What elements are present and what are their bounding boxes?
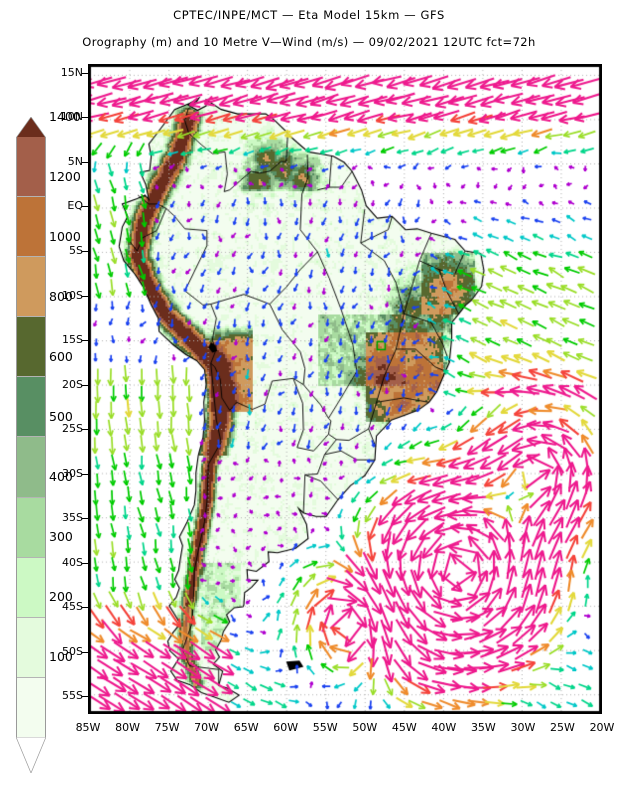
longitude-label: 75W [154,721,180,734]
latitude-label: 10S [62,288,83,302]
latitude-label: 35S [62,511,83,525]
orography-colorbar-label: 800 [49,289,73,304]
orography-colorbar-segment [17,137,45,197]
longitude-label: 35W [470,721,496,734]
longitude-label: 65W [233,721,259,734]
longitude-label: 60W [273,721,299,734]
latitude-label: 20S [62,377,83,391]
orography-colorbar-segment [17,616,45,677]
latitude-tick [82,651,88,653]
latitude-tick [82,161,88,163]
latitude-label: 55S [62,689,83,703]
latitude-label: EQ [67,199,83,213]
orography-colorbar-label: 600 [49,349,73,364]
orography-colorbar-segment [17,376,45,437]
orography-colorbar-label: 100 [49,649,73,664]
latitude-label: 10N [60,110,83,124]
page-subtitle: Orography (m) and 10 Metre V—Wind (m/s) … [82,35,536,49]
longitude-label: 80W [115,721,140,734]
orography-colorbar-segment [17,556,45,617]
orography-colorbar-segment [17,316,45,377]
orography-colorbar-segment [17,196,45,257]
wind-speed-colorbar: 12345678910 [0,752,618,800]
latitude-tick [82,72,88,74]
orography-colorbar-label: 200 [49,589,73,604]
orography-colorbar-segment [17,496,45,557]
latitude-tick [82,562,88,564]
latitude-tick [82,384,88,386]
orography-colorbar-segments [16,137,46,737]
latitude-label: 40S [62,555,83,569]
latitude-tick [82,117,88,119]
latitude-label: 5S [69,243,83,257]
orography-colorbar-segment [17,436,45,497]
orography-colorbar-top-triangle [16,117,46,138]
latitude-tick [82,696,88,698]
orography-colorbar: 1400 1200 1000 800 600 500 400 300 200 100 [8,60,81,773]
orography-colorbar-label: 1200 [49,169,81,184]
longitude-label: 20W [589,721,615,734]
longitude-label: 85W [75,721,101,734]
latitude-label: 50S [62,644,83,658]
orography-colorbar-label: 300 [49,529,73,544]
orography-colorbar-bottom-triangle [16,737,46,773]
latitude-label: 5N [67,154,83,168]
latitude-label: 45S [62,600,83,614]
latitude-label: 25S [62,422,83,436]
latitude-tick [82,518,88,520]
latitude-label: 15N [60,65,83,79]
map-render-surface[interactable] [90,66,600,712]
longitude-label: 45W [391,721,417,734]
orography-colorbar-label: 400 [49,469,73,484]
orography-colorbar-label: 1400 [49,109,81,124]
orography-colorbar-segment [17,256,45,317]
latitude-tick [82,206,88,208]
latitude-label: 15S [62,333,83,347]
longitude-label: 50W [352,721,378,734]
longitude-label: 25W [550,721,575,734]
latitude-tick [82,473,88,475]
longitude-label: 70W [194,721,220,734]
latitude-tick [82,250,88,252]
orography-colorbar-label: 500 [49,409,73,424]
longitude-label: 40W [431,721,457,734]
longitude-label: 55W [312,721,338,734]
latitude-tick [82,429,88,431]
south-america-forecast-map[interactable] [88,64,602,714]
latitude-tick [82,340,88,342]
page-title: CPTEC/INPE/MCT — Eta Model 15km — GFS [173,8,445,22]
latitude-label: 30S [62,466,83,480]
orography-colorbar-segment [17,676,45,737]
latitude-tick [82,607,88,609]
latitude-tick [82,295,88,297]
orography-colorbar-label: 1000 [49,229,81,244]
longitude-label: 30W [510,721,536,734]
